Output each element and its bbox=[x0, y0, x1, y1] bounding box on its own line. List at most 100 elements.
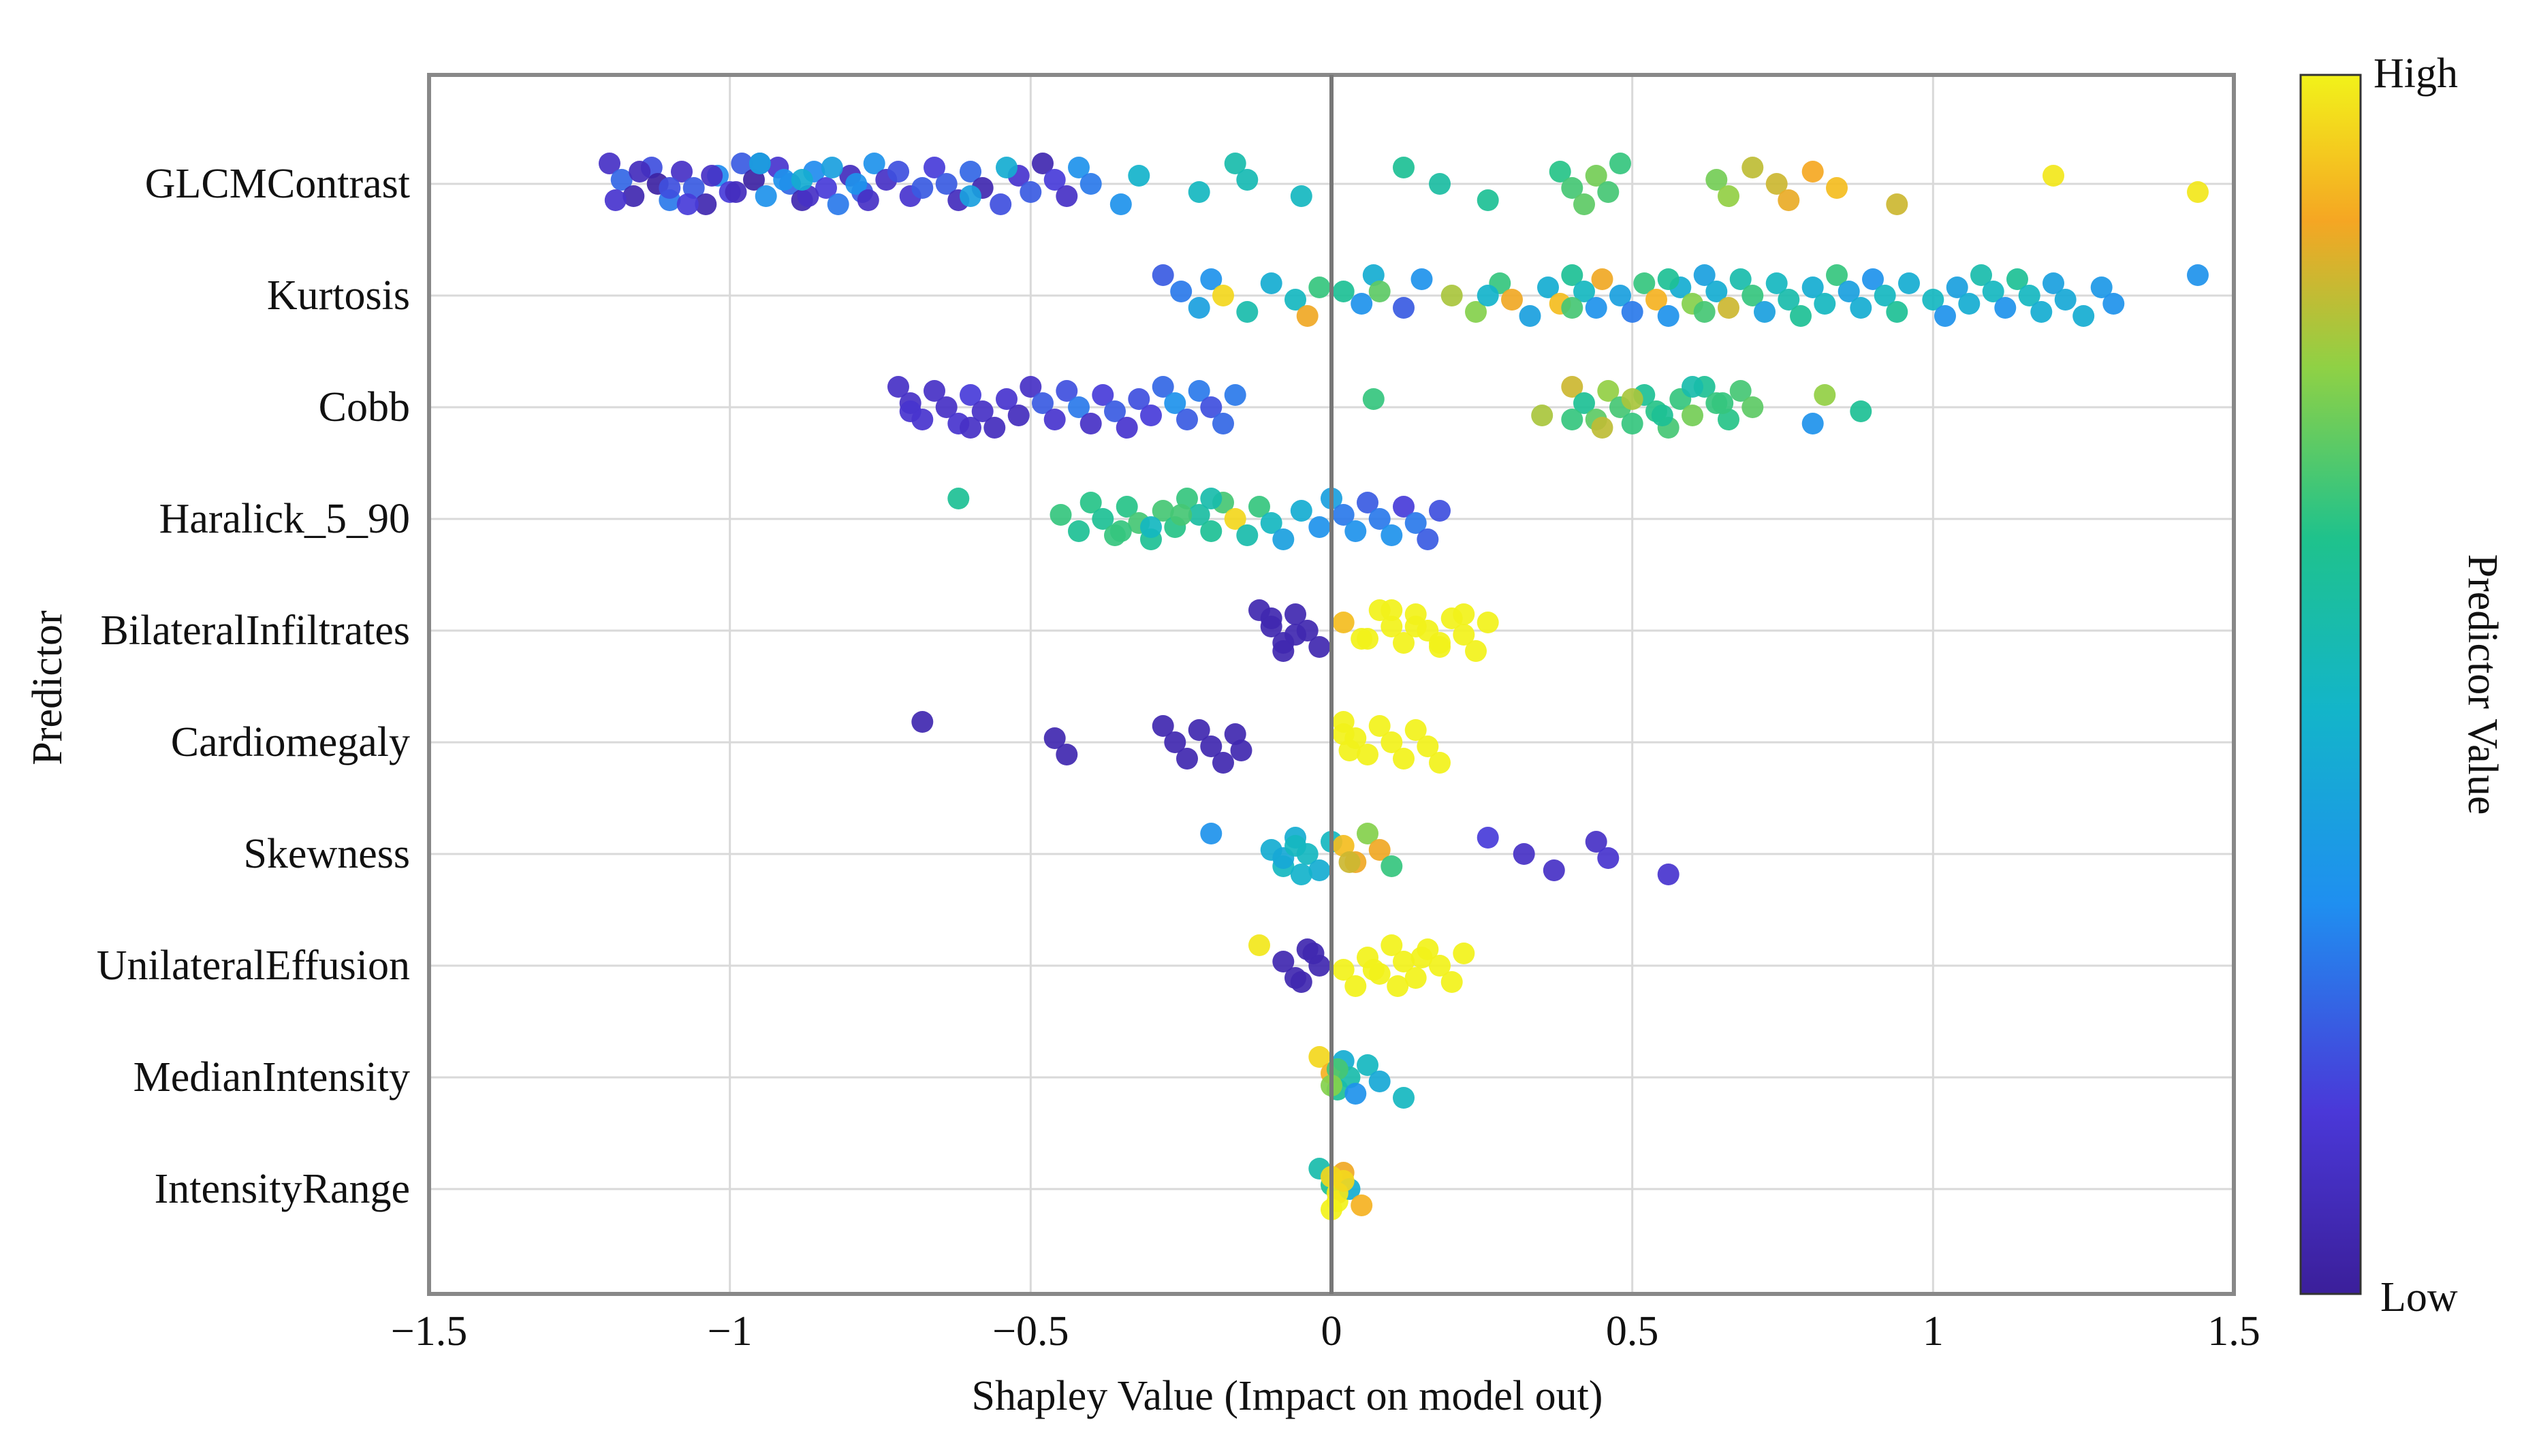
data-point bbox=[1351, 293, 1373, 315]
y-tick-label: Skewness bbox=[243, 831, 410, 877]
data-point bbox=[887, 161, 909, 183]
data-point bbox=[1429, 752, 1451, 774]
data-point bbox=[924, 157, 945, 178]
data-point bbox=[1573, 281, 1595, 302]
data-point bbox=[911, 177, 934, 199]
data-point bbox=[1344, 520, 1367, 542]
data-point bbox=[1290, 864, 1312, 885]
data-point bbox=[1718, 409, 1739, 430]
data-point bbox=[1079, 173, 1102, 195]
data-point bbox=[1573, 193, 1595, 215]
data-point bbox=[983, 417, 1006, 439]
data-point bbox=[2043, 165, 2064, 187]
data-point bbox=[1729, 380, 1752, 402]
data-point bbox=[1994, 297, 2017, 319]
data-point bbox=[1850, 400, 1872, 422]
data-point bbox=[1170, 504, 1193, 526]
data-point bbox=[1357, 628, 1378, 650]
data-point bbox=[1152, 500, 1174, 522]
data-point bbox=[1393, 748, 1415, 770]
data-point bbox=[1236, 301, 1259, 323]
data-point bbox=[2187, 181, 2209, 203]
data-point bbox=[1284, 289, 1306, 311]
data-point bbox=[2102, 293, 2125, 315]
data-point bbox=[1043, 169, 1066, 191]
data-point bbox=[1200, 488, 1223, 509]
data-point bbox=[1224, 153, 1246, 174]
data-point bbox=[1344, 1083, 1367, 1105]
y-tick-label: Kurtosis bbox=[267, 272, 410, 319]
data-point bbox=[1200, 735, 1223, 757]
data-point bbox=[755, 185, 777, 207]
data-point bbox=[1381, 855, 1403, 877]
data-point bbox=[1109, 520, 1132, 542]
data-point bbox=[1176, 488, 1198, 509]
data-point bbox=[1982, 281, 2004, 302]
data-point bbox=[1657, 305, 1679, 327]
data-point bbox=[2043, 272, 2064, 294]
data-point bbox=[996, 388, 1018, 410]
data-point bbox=[1393, 632, 1415, 654]
data-point bbox=[1519, 305, 1541, 327]
data-point bbox=[1368, 1071, 1391, 1092]
data-point bbox=[1079, 492, 1102, 513]
data-point bbox=[1410, 268, 1433, 290]
data-point bbox=[682, 177, 705, 199]
data-point bbox=[1176, 748, 1198, 770]
data-point bbox=[1212, 752, 1234, 774]
data-point bbox=[1109, 193, 1132, 215]
data-point bbox=[748, 153, 771, 174]
data-point bbox=[1429, 632, 1451, 654]
y-tick-label: GLCMContrast bbox=[145, 161, 410, 207]
data-point bbox=[1357, 823, 1378, 844]
data-point bbox=[1886, 193, 1908, 215]
data-point bbox=[1621, 388, 1643, 410]
data-point bbox=[1332, 1170, 1355, 1192]
data-point bbox=[1332, 835, 1355, 857]
data-point bbox=[659, 177, 681, 199]
data-point bbox=[1657, 864, 1679, 885]
data-point bbox=[1970, 264, 1992, 286]
data-point bbox=[1236, 169, 1259, 191]
data-point bbox=[1393, 496, 1415, 518]
data-point bbox=[1705, 169, 1728, 191]
data-point bbox=[1290, 971, 1312, 993]
data-point bbox=[1765, 272, 1788, 294]
data-point bbox=[1351, 1194, 1373, 1216]
data-point bbox=[1585, 165, 1607, 187]
data-point bbox=[1272, 640, 1295, 662]
data-point bbox=[1477, 612, 1499, 633]
data-point bbox=[1357, 744, 1378, 765]
data-point bbox=[1381, 934, 1403, 956]
data-point bbox=[1176, 409, 1198, 430]
data-point bbox=[1140, 516, 1162, 538]
data-point bbox=[1682, 405, 1703, 426]
data-point bbox=[1152, 715, 1174, 737]
data-point bbox=[2030, 301, 2053, 323]
data-point bbox=[1164, 392, 1186, 414]
data-point bbox=[1188, 504, 1210, 526]
data-point bbox=[1898, 272, 1920, 294]
y-tick-label: Haralick_5_90 bbox=[159, 496, 410, 542]
data-point bbox=[1236, 524, 1259, 546]
data-point bbox=[1344, 975, 1367, 997]
data-point bbox=[1682, 376, 1703, 398]
data-point bbox=[1362, 264, 1385, 286]
data-point bbox=[701, 165, 723, 187]
data-point bbox=[671, 161, 693, 183]
data-point bbox=[1633, 272, 1656, 294]
data-point bbox=[1224, 384, 1246, 406]
data-point bbox=[1368, 281, 1391, 302]
data-point bbox=[990, 193, 1012, 215]
data-point bbox=[845, 173, 868, 195]
data-point bbox=[1621, 301, 1643, 323]
data-point bbox=[1357, 492, 1378, 513]
data-point bbox=[1079, 413, 1102, 434]
data-point bbox=[1290, 500, 1312, 522]
data-point bbox=[1308, 1046, 1331, 1068]
data-point bbox=[1826, 177, 1848, 199]
data-points bbox=[599, 153, 2209, 1220]
data-point bbox=[1032, 392, 1054, 414]
data-point bbox=[1296, 305, 1319, 327]
